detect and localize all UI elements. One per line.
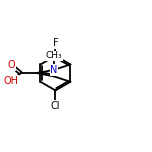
Text: OH: OH — [3, 76, 19, 86]
Text: Cl: Cl — [51, 101, 60, 111]
Text: N: N — [50, 65, 58, 75]
Text: F: F — [53, 38, 58, 48]
Text: O: O — [7, 60, 15, 70]
Text: CH₃: CH₃ — [46, 52, 62, 60]
